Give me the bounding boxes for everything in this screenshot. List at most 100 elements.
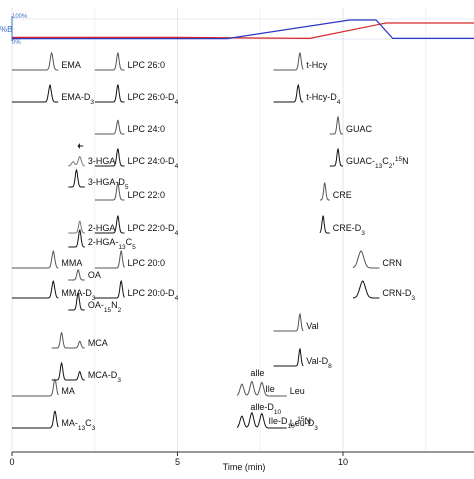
trace-30: MCA-D3 <box>51 361 122 384</box>
trace-label: LPC 22:0-D4 <box>128 223 179 237</box>
trace-label: LPC 26:0 <box>128 60 166 70</box>
trace-label: 3-HGA <box>88 156 116 166</box>
trace-line <box>12 51 59 71</box>
trace-label: Leu <box>290 386 305 396</box>
trace-34: Leu-D3 <box>236 411 319 432</box>
trace-line <box>273 312 304 332</box>
trace-label: Leu-D3 <box>290 418 319 432</box>
trace-17: CRE-D3 <box>319 215 366 237</box>
trace-label: MMA-D3 <box>61 288 95 302</box>
peak-label-2: Ile <box>265 384 275 394</box>
x-tick-label-5: 5 <box>175 457 180 467</box>
trace-line <box>273 347 304 367</box>
trace-line <box>94 147 125 167</box>
peak-label-4: Ile-D10,15N <box>269 416 312 430</box>
trace-label: CRN <box>382 258 402 268</box>
trace-label: EMA <box>61 60 81 70</box>
grid-layer <box>11 8 427 452</box>
gradient-panel: 100% 0%%B <box>0 14 474 46</box>
trace-line <box>94 214 125 234</box>
trace-line <box>68 292 85 311</box>
trace-label: LPC 24:0 <box>128 124 166 134</box>
trace-4: LPC 26:0-D4 <box>94 83 179 106</box>
trace-19: MMA <box>12 249 82 269</box>
trace-label: 3-HGA-D5 <box>88 177 129 191</box>
trace-29: Val-D8 <box>273 347 332 370</box>
trace-line <box>319 215 330 234</box>
trace-line <box>12 410 59 429</box>
trace-10: LPC 24:0-D4 <box>94 147 179 170</box>
trace-line <box>319 182 330 201</box>
trace-label: EMA-D3 <box>61 92 94 106</box>
trace-label: MMA <box>61 258 82 268</box>
trace-line <box>94 119 125 135</box>
trace-label: GUAC <box>346 124 373 134</box>
trace-21: CRN <box>352 250 402 269</box>
trace-label: LPC 22:0 <box>128 190 166 200</box>
gradient-bottom-label: 0% <box>12 40 21 46</box>
trace-9: 3-HGA <box>68 155 116 167</box>
trace-line <box>51 361 85 381</box>
trace-line <box>94 279 125 299</box>
trace-22: OA <box>68 269 101 281</box>
trace-7: LPC 24:0 <box>94 119 166 135</box>
trace-6: t-Hcy-D4 <box>273 83 341 106</box>
trace-label: t-Hcy <box>306 60 327 70</box>
trace-label: MA <box>61 386 74 396</box>
trace-label: OA <box>88 270 101 280</box>
trace-label: LPC 26:0-D4 <box>128 92 179 106</box>
trace-5: t-Hcy <box>273 51 328 71</box>
trace-line <box>273 83 304 103</box>
peak-arrow <box>77 143 84 149</box>
trace-label: CRE <box>333 190 352 200</box>
gradient-side-label: %B <box>0 25 12 34</box>
trace-line <box>273 51 304 71</box>
trace-line <box>12 378 59 397</box>
trace-label: MA-13C3 <box>61 418 95 432</box>
trace-line <box>352 280 380 299</box>
gradient-series-1 <box>12 22 474 40</box>
trace-24: LPC 20:0-D4 <box>94 279 179 302</box>
trace-label: 2-HGA <box>88 223 116 233</box>
trace-line <box>94 83 125 103</box>
trace-line <box>68 168 85 188</box>
trace-line <box>68 228 85 248</box>
trace-15: 2-HGA <box>68 220 116 234</box>
trace-label: MCA-D3 <box>88 370 122 384</box>
gradient-top-label: 100% <box>12 14 28 20</box>
trace-28: MCA <box>51 331 108 349</box>
trace-25: CRN-D3 <box>352 280 415 302</box>
trace-27: Val <box>273 312 319 332</box>
trace-8: GUAC <box>329 115 373 135</box>
trace-26: OA-15N2 <box>68 292 122 314</box>
trace-line <box>12 83 59 103</box>
trace-line <box>68 155 85 167</box>
trace-label: OA-15N2 <box>88 300 122 314</box>
trace-label: CRE-D3 <box>333 223 366 237</box>
trace-label: LPC 20:0 <box>128 258 166 268</box>
trace-label: Val <box>306 321 318 331</box>
trace-line <box>329 147 343 167</box>
trace-line <box>94 181 125 201</box>
x-axis: 0 5 10 <box>9 451 474 467</box>
x-tick-label-10: 10 <box>338 457 348 467</box>
peak-label-1: alle <box>250 368 264 378</box>
trace-18: 2-HGA-13C5 <box>68 228 136 251</box>
trace-line <box>94 249 125 269</box>
trace-33: MA-13C3 <box>12 410 96 432</box>
trace-23: MMA-D3 <box>12 279 96 302</box>
gradient-series-2 <box>12 19 474 40</box>
trace-14: CRE <box>319 182 352 201</box>
trace-line <box>236 411 287 429</box>
trace-label: LPC 24:0-D4 <box>128 156 179 170</box>
trace-line <box>12 249 59 269</box>
trace-line <box>12 279 59 299</box>
trace-13: LPC 22:0 <box>94 181 166 201</box>
trace-label: 2-HGA-13C5 <box>88 237 136 251</box>
trace-label: MCA <box>88 338 108 348</box>
trace-label: GUAC-13C2,15N <box>346 156 409 170</box>
trace-line <box>329 115 343 135</box>
trace-line <box>352 250 380 269</box>
trace-line <box>68 220 85 234</box>
